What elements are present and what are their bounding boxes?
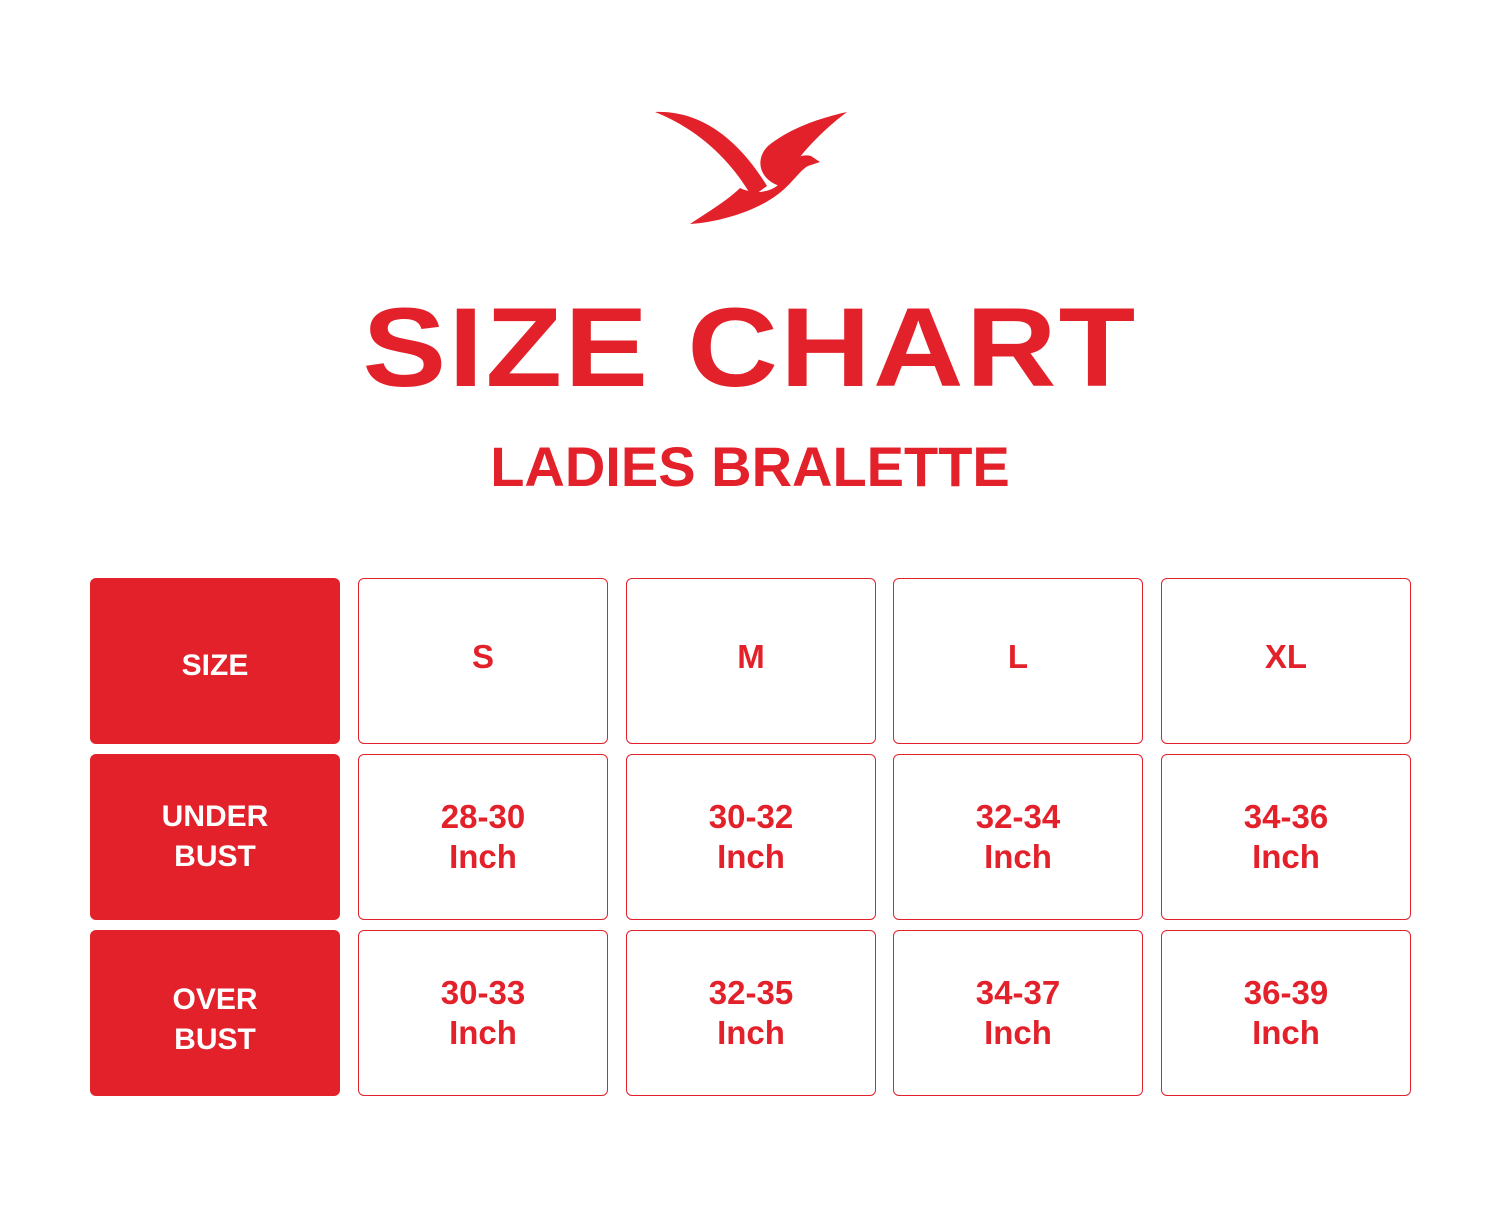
row-header-label: UNDER xyxy=(161,800,269,833)
bird-logo-icon xyxy=(655,111,847,224)
size-label: L xyxy=(1007,638,1029,675)
range-value: 34-37 xyxy=(975,974,1061,1011)
under-bust-cell-xl: 34-36 Inch xyxy=(1161,754,1411,920)
over-bust-cell-l: 34-37 Inch xyxy=(893,930,1143,1096)
over-bust-cell-s: 30-33 Inch xyxy=(358,930,608,1096)
range-value: 30-32 xyxy=(708,798,794,835)
row-header-label: SIZE xyxy=(181,649,249,682)
row-header-over-bust: OVER BUST xyxy=(90,930,340,1096)
row-header-label: OVER xyxy=(172,983,258,1016)
range-value: 36-39 xyxy=(1243,974,1329,1011)
page-title: SIZE CHART xyxy=(362,285,1138,410)
unit-label: Inch xyxy=(717,838,785,875)
size-cell-s: S xyxy=(358,578,608,744)
size-cell-l: L xyxy=(893,578,1143,744)
size-cell-xl: XL xyxy=(1161,578,1411,744)
size-label: S xyxy=(471,638,494,675)
over-bust-cell-m: 32-35 Inch xyxy=(626,930,876,1096)
page-subtitle: LADIES BRALETTE xyxy=(490,435,1010,498)
under-bust-cell-m: 30-32 Inch xyxy=(626,754,876,920)
unit-label: Inch xyxy=(1252,838,1320,875)
unit-label: Inch xyxy=(984,838,1052,875)
row-header-label: BUST xyxy=(174,1023,256,1056)
unit-label: Inch xyxy=(1252,1014,1320,1051)
unit-label: Inch xyxy=(449,1014,517,1051)
unit-label: Inch xyxy=(984,1014,1052,1051)
range-value: 28-30 xyxy=(440,798,526,835)
row-header-size: SIZE xyxy=(90,578,340,744)
unit-label: Inch xyxy=(449,838,517,875)
range-value: 32-34 xyxy=(975,798,1061,835)
range-value: 32-35 xyxy=(708,974,794,1011)
row-header-label: BUST xyxy=(174,840,256,873)
size-label: XL xyxy=(1264,638,1308,675)
size-label: M xyxy=(737,638,765,675)
range-value: 34-36 xyxy=(1243,798,1329,835)
unit-label: Inch xyxy=(717,1014,785,1051)
size-cell-m: M xyxy=(626,578,876,744)
under-bust-cell-s: 28-30 Inch xyxy=(358,754,608,920)
over-bust-cell-xl: 36-39 Inch xyxy=(1161,930,1411,1096)
range-value: 30-33 xyxy=(440,974,526,1011)
under-bust-cell-l: 32-34 Inch xyxy=(893,754,1143,920)
row-header-under-bust: UNDER BUST xyxy=(90,754,340,920)
